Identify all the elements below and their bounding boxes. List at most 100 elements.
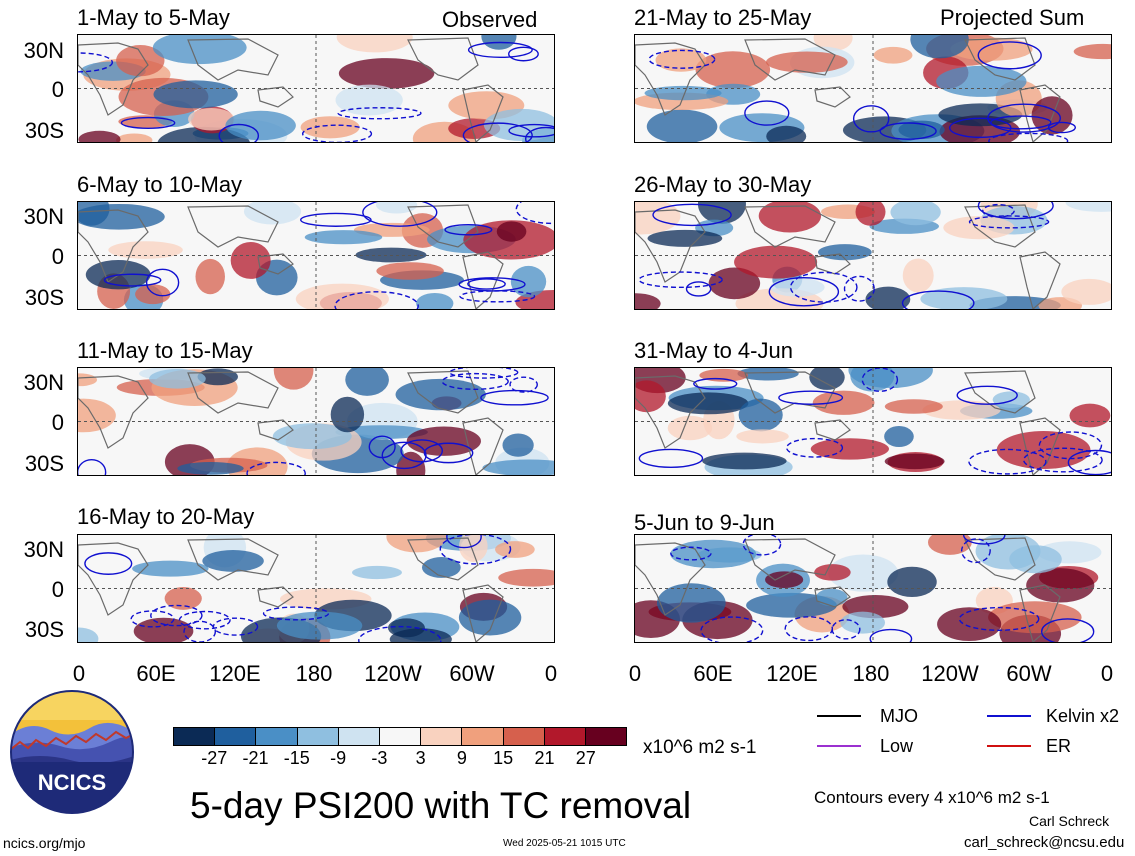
anomaly-shading: [920, 287, 1008, 309]
kelvin-contour: [784, 616, 834, 642]
anomaly-shading: [273, 368, 314, 390]
coastline: [744, 538, 836, 581]
lon-label: 0: [1100, 661, 1114, 686]
coastline: [407, 37, 479, 81]
kelvin-contour: [949, 117, 1012, 139]
anomaly-shading: [695, 51, 771, 89]
colorbar-tick-label: -3: [371, 748, 388, 768]
coastline: [187, 205, 279, 248]
anomaly-shading: [295, 283, 389, 309]
coastline: [1019, 417, 1061, 475]
anomaly-shading: [910, 35, 969, 59]
coastline: [1019, 584, 1061, 642]
kelvin-contour: [744, 100, 790, 126]
map-panel-left-1: [77, 34, 555, 143]
anomaly-shading: [116, 45, 165, 77]
legend-line-er: [987, 745, 1031, 747]
anomaly-shading: [884, 399, 943, 414]
anomaly-shading: [164, 586, 202, 610]
anomaly-shading: [157, 126, 250, 142]
anomaly-shading: [202, 550, 264, 572]
anomaly-shading: [116, 133, 153, 142]
anomaly-shading: [865, 286, 911, 309]
coastline: [462, 417, 504, 475]
ncics-logo-text: NCICS: [38, 770, 106, 795]
coastline: [257, 586, 294, 608]
projected-sum-label: Projected Sum: [940, 5, 1085, 30]
colorbar-tick-label: -15: [283, 748, 310, 768]
anomaly-shading: [132, 560, 209, 577]
coastline: [407, 537, 479, 581]
kelvin-contour: [467, 41, 533, 58]
anomaly-shading: [699, 368, 749, 382]
panel-title-right-3: 31-May to 4-Jun: [634, 338, 793, 363]
coastline: [257, 86, 294, 108]
anomaly-shading: [395, 378, 486, 411]
anomaly-shading: [708, 267, 761, 300]
panel-title-left-4: 16-May to 20-May: [77, 504, 255, 529]
coastline: [814, 253, 851, 275]
coastline: [257, 419, 294, 441]
main-title: 5-day PSI200 with TC removal: [190, 785, 692, 826]
anomaly-shading: [406, 426, 481, 456]
anomaly-shading: [421, 557, 461, 578]
coastline: [78, 375, 149, 449]
kelvin-contour: [962, 535, 1006, 545]
kelvin-contour: [381, 441, 427, 470]
coastline: [964, 37, 1036, 81]
legend-line-kelvin: [987, 715, 1031, 717]
coastline: [964, 204, 1036, 248]
kelvin-contour: [1023, 447, 1103, 473]
anomaly-shading: [758, 202, 822, 233]
anomaly-shading: [766, 125, 807, 142]
anomaly-shading: [300, 116, 360, 139]
anomaly-shading: [195, 258, 225, 295]
anomaly-shading: [78, 627, 99, 642]
anomaly-shading: [108, 241, 183, 259]
kelvin-contour: [183, 620, 217, 642]
coastline: [78, 542, 149, 616]
coastline: [187, 538, 279, 581]
coastline: [257, 253, 294, 275]
legend-line-low: [817, 745, 861, 747]
lat-label-eq: 0: [51, 577, 64, 602]
anomaly-shading: [996, 431, 1091, 470]
colorbar-tick-label: -9: [330, 748, 347, 768]
anomaly-shading: [810, 438, 889, 460]
anomaly-shading: [153, 80, 238, 109]
map-graphic: [635, 535, 1111, 642]
map-graphic: [78, 368, 554, 475]
anomaly-shading: [230, 241, 271, 279]
coastline: [744, 205, 836, 248]
anomaly-shading: [936, 65, 1027, 97]
kelvin-contour: [879, 122, 937, 140]
lon-label: 120W: [364, 661, 422, 686]
anomaly-shading: [78, 130, 121, 142]
kelvin-contour: [423, 442, 474, 464]
kelvin-contour: [84, 552, 133, 575]
anomaly-shading: [459, 535, 488, 562]
colorbar-swatch: [214, 728, 256, 745]
lon-label: 120E: [209, 661, 261, 686]
anomaly-shading: [927, 535, 972, 555]
kelvin-contour: [459, 290, 536, 303]
kelvin-contour: [1040, 618, 1095, 642]
kelvin-contour: [458, 277, 526, 292]
lat-label-30s: 30S: [24, 451, 64, 476]
anomaly-shading: [902, 258, 934, 293]
colorbar-swatch: [584, 728, 627, 745]
anomaly-shading: [890, 202, 941, 226]
map-graphic: [635, 202, 1111, 309]
kelvin-contour: [467, 278, 506, 290]
anomaly-shading: [483, 108, 554, 142]
anomaly-shading: [243, 202, 302, 225]
kelvin-contour: [968, 215, 1050, 229]
anomaly-shading: [78, 373, 98, 387]
anomaly-shading: [697, 202, 746, 224]
anomaly-shading: [1031, 96, 1073, 135]
kelvin-contour: [449, 368, 519, 379]
kelvin-contour: [145, 268, 180, 297]
kelvin-contour: [648, 49, 716, 69]
kelvin-contour: [768, 276, 840, 307]
anomaly-shading: [702, 452, 787, 470]
